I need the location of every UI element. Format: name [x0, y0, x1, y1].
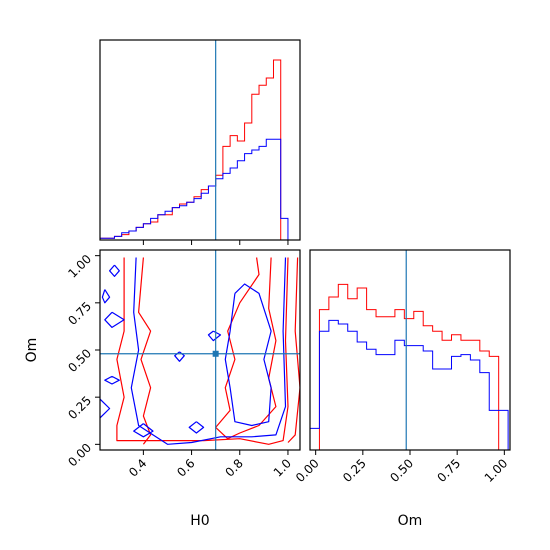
- contour-y-tick-label-0: 0.00: [65, 441, 94, 470]
- contour-red-0: [116, 257, 289, 445]
- contour-y-tick-label-3: 0.75: [65, 299, 94, 328]
- hist-Om-x-tick-label-2: 0.50: [387, 456, 416, 485]
- hist-H0-series-blue: [100, 138, 289, 240]
- contour-blue-2: [109, 264, 120, 277]
- panel-hist-Om: 0.00 0.25 0.50 0.75 1.00: [293, 249, 511, 485]
- hist-Om-series-blue: [310, 319, 509, 450]
- contour-red-2: [215, 257, 277, 440]
- hist-Om-x-tick-label-0: 0.00: [293, 456, 322, 485]
- contour-x-tick-label-1: 0.6: [174, 456, 197, 479]
- truth-marker: [212, 350, 219, 357]
- contour-blue-10: [174, 351, 185, 362]
- contour-y-tick-label-4: 1.00: [65, 252, 94, 281]
- panel-contour: 0.4 0.6 0.8 1.0 0.00 0.25 0.50 0.75 1.00: [65, 249, 301, 480]
- hist-H0-frame: [99, 39, 301, 241]
- contour-blue-3: [101, 289, 111, 304]
- hist-Om-series-red: [310, 283, 509, 450]
- contour-red-3: [287, 257, 300, 443]
- contour-blue-8: [188, 421, 205, 434]
- contour-x-tick-label-0: 0.4: [126, 456, 149, 479]
- contour-blue-0: [130, 257, 287, 445]
- contour-y-tick-label-1: 0.25: [65, 393, 94, 422]
- contour-blue-4: [104, 311, 125, 328]
- x-axis-label-Om: Om: [398, 513, 423, 529]
- contour-blue-6: [100, 398, 111, 419]
- x-axis-label-H0: H0: [190, 513, 209, 529]
- hist-Om-x-tick-label-4: 1.00: [482, 456, 511, 485]
- contour-blue-7: [133, 423, 154, 438]
- panel-hist-H0: [99, 39, 301, 245]
- contour-x-tick-label-3: 1.0: [271, 456, 294, 479]
- hist-Om-x-tick-label-3: 0.75: [434, 456, 463, 485]
- contour-blue-9: [207, 330, 222, 342]
- contour-x-tick-label-2: 0.8: [222, 456, 245, 479]
- contour-blue-1: [224, 283, 272, 427]
- contour-y-tick-label-2: 0.50: [65, 346, 94, 375]
- contour-red-1: [138, 257, 152, 445]
- y-axis-label-Om: Om: [24, 338, 40, 363]
- contour-blue-5: [104, 375, 120, 385]
- hist-Om-x-tick-label-1: 0.25: [340, 456, 369, 485]
- hist-H0-series-red: [100, 59, 288, 240]
